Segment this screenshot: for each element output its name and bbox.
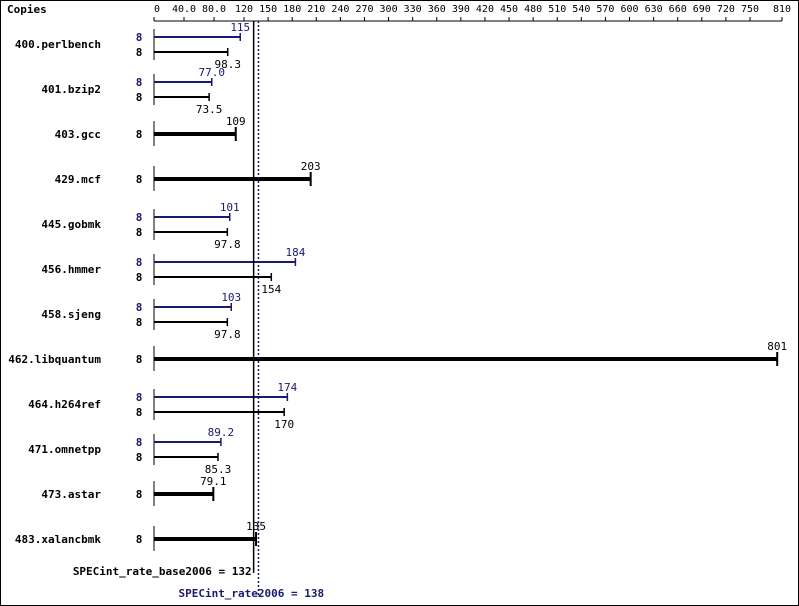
base-copies: 8 <box>136 128 143 141</box>
peak-value-label: 103 <box>221 291 241 304</box>
base-copies: 8 <box>136 451 143 464</box>
x-tick-label: 390 <box>452 4 470 15</box>
base-copies: 8 <box>136 173 143 186</box>
x-tick-label: 80.0 <box>202 4 226 15</box>
x-tick-label: 510 <box>548 4 566 15</box>
peak-copies: 8 <box>136 301 143 314</box>
copies-header: Copies <box>7 3 47 16</box>
x-tick-label: 720 <box>717 4 735 15</box>
peak-copies: 8 <box>136 256 143 269</box>
base-value-label: 203 <box>301 160 321 173</box>
benchmark-label: 456.hmmer <box>41 263 101 276</box>
x-tick-label: 150 <box>259 4 277 15</box>
x-tick-label: 420 <box>476 4 494 15</box>
peak-copies: 8 <box>136 211 143 224</box>
base-value-label: 97.8 <box>214 328 241 341</box>
peak-copies: 8 <box>136 76 143 89</box>
x-tick-label: 210 <box>307 4 325 15</box>
benchmark-label: 458.sjeng <box>41 308 101 321</box>
benchmark-label: 483.xalancbmk <box>15 533 101 546</box>
base-value-label: 97.8 <box>214 238 241 251</box>
benchmark-label: 401.bzip2 <box>41 83 101 96</box>
x-tick-label: 630 <box>645 4 663 15</box>
peak-value-label: 115 <box>230 21 250 34</box>
benchmark-label: 464.h264ref <box>28 398 101 411</box>
x-tick-label: 690 <box>693 4 711 15</box>
x-tick-label: 0 <box>154 4 160 15</box>
peak-summary-label: SPECint_rate2006 = 138 <box>178 587 324 600</box>
peak-value-label: 174 <box>277 381 297 394</box>
x-tick-label: 660 <box>669 4 687 15</box>
base-value-label: 170 <box>274 418 294 431</box>
x-tick-label: 180 <box>283 4 301 15</box>
benchmark-label: 403.gcc <box>55 128 101 141</box>
peak-copies: 8 <box>136 436 143 449</box>
x-tick-label: 270 <box>355 4 373 15</box>
base-copies: 8 <box>136 316 143 329</box>
x-tick-label: 360 <box>428 4 446 15</box>
base-copies: 8 <box>136 271 143 284</box>
benchmark-label: 400.perlbench <box>15 38 101 51</box>
peak-copies: 8 <box>136 31 143 44</box>
x-tick-label: 330 <box>404 4 422 15</box>
base-copies: 8 <box>136 488 143 501</box>
benchmark-label: 462.libquantum <box>8 353 101 366</box>
x-tick-label: 750 <box>741 4 759 15</box>
base-value-label: 801 <box>767 340 787 353</box>
x-tick-label: 480 <box>524 4 542 15</box>
x-tick-label: 120 <box>235 4 253 15</box>
x-tick-label: 40.0 <box>172 4 196 15</box>
x-tick-label: 240 <box>331 4 349 15</box>
base-value-label: 154 <box>261 283 281 296</box>
peak-value-label: 89.2 <box>208 426 235 439</box>
base-value-label: 73.5 <box>196 103 223 116</box>
x-tick-label: 540 <box>572 4 590 15</box>
peak-value-label: 101 <box>220 201 240 214</box>
peak-value-label: 77.0 <box>199 66 226 79</box>
benchmark-label: 471.omnetpp <box>28 443 101 456</box>
benchmark-label: 445.gobmk <box>41 218 101 231</box>
x-tick-label: 450 <box>500 4 518 15</box>
base-summary-label: SPECint_rate_base2006 = 132 <box>73 565 252 578</box>
base-value-label: 85.3 <box>205 463 232 476</box>
x-tick-label: 600 <box>620 4 638 15</box>
base-value-label: 79.1 <box>200 475 227 488</box>
base-copies: 8 <box>136 353 143 366</box>
base-value-label: 109 <box>226 115 246 128</box>
base-copies: 8 <box>136 406 143 419</box>
peak-copies: 8 <box>136 391 143 404</box>
base-copies: 8 <box>136 46 143 59</box>
benchmark-label: 473.astar <box>41 488 101 501</box>
benchmark-label: 429.mcf <box>55 173 101 186</box>
x-tick-label: 300 <box>380 4 398 15</box>
peak-value-label: 184 <box>285 246 305 259</box>
x-tick-label: 570 <box>596 4 614 15</box>
base-value-label: 98.3 <box>214 58 241 71</box>
base-copies: 8 <box>136 226 143 239</box>
base-value-label: 135 <box>246 520 266 533</box>
x-tick-label: 810 <box>773 4 791 15</box>
base-copies: 8 <box>136 91 143 104</box>
base-copies: 8 <box>136 533 143 546</box>
